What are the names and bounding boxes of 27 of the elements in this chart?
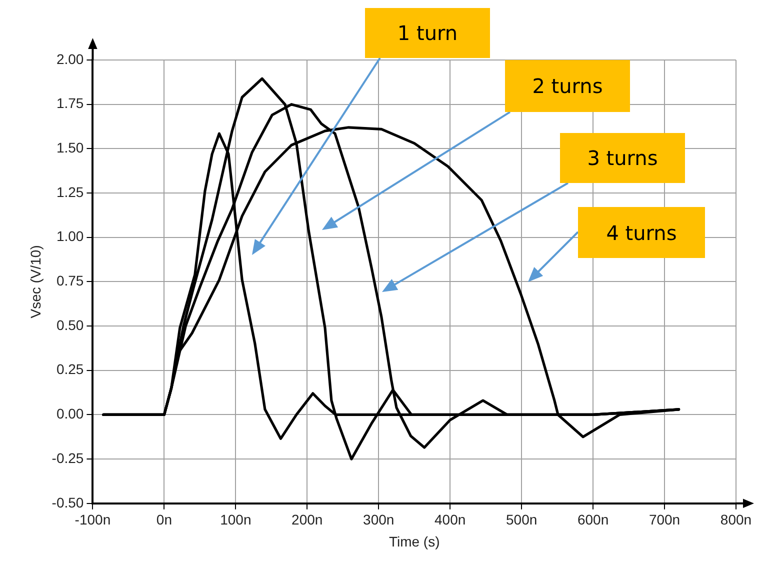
y-tick-label: 1.25 xyxy=(56,184,84,200)
x-tick-label: 300n xyxy=(363,512,394,528)
y-tick-label: 0.25 xyxy=(56,361,84,378)
y-tick-label: 0.50 xyxy=(56,316,84,333)
x-tick-label: -100n xyxy=(74,512,111,528)
annotation: 2 turns xyxy=(532,74,603,98)
text: 1 turn xyxy=(397,21,458,45)
y-tick-label: -0.25 xyxy=(52,450,84,466)
x-tick-label: 700n xyxy=(648,512,680,528)
x-tick-label: 400n xyxy=(434,512,466,528)
annotation: 4 turns xyxy=(606,220,677,244)
y-tick-label: 1.50 xyxy=(56,140,84,156)
x-tick-label: 100n xyxy=(220,512,252,528)
x-axis-title: Time (s) xyxy=(388,533,440,550)
y-tick-label: 2.00 xyxy=(56,50,84,67)
x-tick-label: 500n xyxy=(506,512,538,528)
x-tick-label: 800n xyxy=(720,512,752,528)
y-tick-label: 1.75 xyxy=(56,95,84,112)
y-tick-label: -0.50 xyxy=(52,494,84,510)
y-tick-label: 1.00 xyxy=(56,228,84,244)
y-axis-title: Vsec (V/10) xyxy=(27,245,44,318)
annotation: 3 turns xyxy=(587,146,658,170)
x-tick-label: 200n xyxy=(292,512,323,528)
y-tick-label: 0.00 xyxy=(56,406,84,422)
x-tick-label: 600n xyxy=(577,512,609,528)
x-tick-label: 0n xyxy=(156,512,172,528)
y-tick-label: 0.75 xyxy=(56,272,84,289)
